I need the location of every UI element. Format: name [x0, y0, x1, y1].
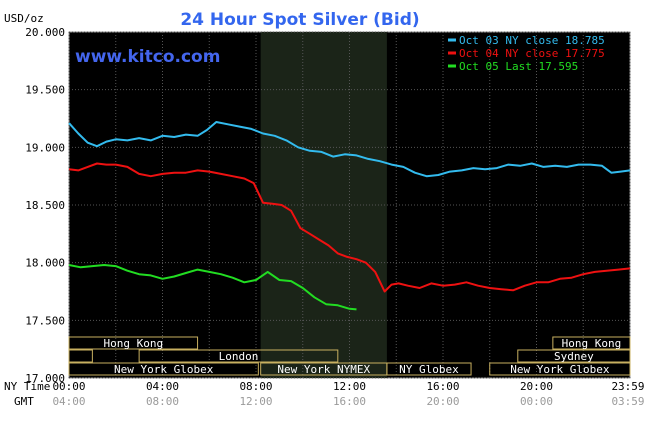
chart-title: 24 Hour Spot Silver (Bid) — [180, 10, 419, 30]
series-lines — [68, 121, 631, 311]
session-bar — [68, 362, 259, 376]
session-label: New York NYMEX — [277, 363, 370, 376]
legend-entry: Oct 05 Last 17.595 — [459, 60, 578, 73]
session-label: Hong Kong — [562, 337, 622, 350]
x-tick-label-ny: 04:00 — [146, 380, 179, 393]
series-line — [68, 264, 357, 311]
session-bar — [489, 362, 631, 376]
session-label: Sydney — [554, 350, 594, 363]
x-tick-label-gmt: 00:00 — [520, 395, 553, 408]
session-bar — [386, 362, 472, 376]
series-line — [68, 121, 631, 178]
x-tick-label-gmt: 12:00 — [239, 395, 272, 408]
x-tick-label-ny: 16:00 — [426, 380, 459, 393]
session-bar — [552, 336, 631, 350]
x-tick-label-ny: 12:00 — [333, 380, 366, 393]
ny-time-label: NY Time — [4, 380, 50, 393]
x-tick-label-ny: 00:00 — [52, 380, 85, 393]
session-label: New York Globex — [510, 363, 610, 376]
y-tick-label: 19.500 — [25, 84, 65, 97]
gmt-label: GMT — [14, 395, 34, 408]
y-tick-label: 17.500 — [25, 314, 65, 327]
y-tick-label: 18.000 — [25, 257, 65, 270]
session-bar — [517, 349, 631, 363]
y-tick-label: 19.000 — [25, 141, 65, 154]
timestamp: October 05, 2016 12:18 — [460, 16, 619, 30]
series-line — [68, 162, 631, 293]
x-tick-label-ny: 20:00 — [520, 380, 553, 393]
y-axis-ticks: 17.000 17.500 18.000 18.500 19.000 19.500 20.0… — [25, 26, 65, 385]
y-tick-label: 17.000 — [25, 372, 65, 385]
x-tick-label-gmt: 03:59 — [611, 395, 644, 408]
y-tick-label: 20.000 — [25, 26, 65, 39]
x-tick-label-gmt: 08:00 — [146, 395, 179, 408]
session-label: NY Globex — [399, 363, 459, 376]
session-label: Hong Kong — [103, 337, 163, 350]
session-label: New York Globex — [114, 363, 214, 376]
x-tick-label-gmt: 16:00 — [333, 395, 366, 408]
y-tick-label: 18.500 — [25, 199, 65, 212]
x-tick-label-ny: 08:00 — [239, 380, 272, 393]
session-bar — [138, 349, 339, 363]
x-tick-label-gmt: 20:00 — [426, 395, 459, 408]
x-tick-label-ny: 23:59 — [611, 380, 644, 393]
session-label: London — [219, 350, 259, 363]
y-axis-unit: USD/oz — [4, 12, 44, 25]
watermark: www.kitco.com — [75, 47, 220, 67]
grid-lines — [68, 31, 631, 379]
legend-entry: Oct 03 NY close 18.785 — [459, 34, 605, 47]
legend-entry: Oct 04 NY close 17.775 — [459, 47, 605, 60]
session-bar — [68, 349, 93, 363]
x-tick-label-gmt: 04:00 — [52, 395, 85, 408]
session-bar — [68, 336, 199, 350]
x-axis-ticks: 00:00 04:00 04:00 08:00 08:00 12:00 12:00 16:00… — [52, 380, 644, 408]
